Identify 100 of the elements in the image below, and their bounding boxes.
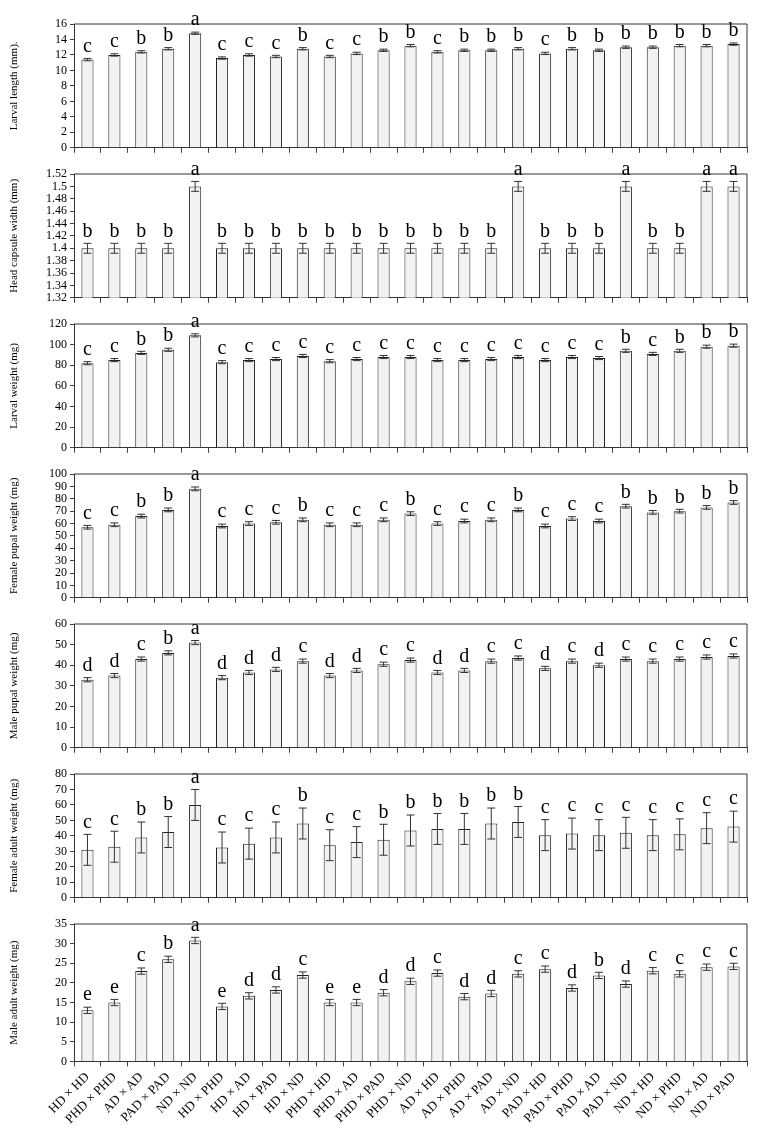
data-label: a [190, 7, 200, 30]
data-label: b [701, 480, 712, 503]
data-label: c [136, 632, 146, 655]
y-tick-label: 80 [55, 357, 67, 372]
data-label: c [702, 787, 712, 810]
data-label: c [675, 632, 685, 655]
data-label: e [109, 974, 119, 997]
data-label: c [325, 804, 335, 827]
y-axis-title: Female pupal weight (mg) [7, 477, 21, 595]
y-tick-label: 30 [55, 678, 67, 693]
data-label: b [647, 218, 658, 241]
data-label: c [621, 792, 631, 815]
data-label: c [729, 629, 739, 652]
data-label: d [217, 650, 228, 673]
data-label: c [486, 634, 496, 657]
data-label: c [432, 496, 442, 519]
data-label: b [647, 21, 658, 44]
data-label: c [271, 495, 281, 518]
data-label: c [109, 29, 119, 52]
y-tick-label: 1.48 [46, 190, 67, 205]
data-label: a [190, 912, 200, 935]
data-label: c [352, 332, 362, 355]
data-label: d [620, 956, 631, 979]
y-tick-label: 20 [55, 565, 67, 580]
y-tick-label: 0 [61, 589, 67, 604]
data-label: b [163, 218, 174, 241]
y-tick-label: 30 [55, 552, 67, 567]
data-label: c [83, 809, 93, 832]
y-tick-label: 0 [61, 139, 67, 154]
data-label: c [702, 939, 712, 962]
data-label: b [432, 788, 443, 811]
y-tick-label: 50 [55, 636, 67, 651]
data-label: b [459, 788, 470, 811]
y-axis-title: Male pupal weight (mg) [7, 632, 21, 740]
data-label: a [513, 156, 523, 179]
y-tick-label: 0 [61, 739, 67, 754]
y-tick-label: 20 [55, 419, 67, 434]
data-label: d [270, 962, 281, 985]
data-label: a [190, 309, 200, 332]
y-tick-label: 60 [55, 797, 67, 812]
data-label: e [352, 974, 362, 997]
y-tick-label: 8 [61, 78, 67, 93]
data-label: a [621, 156, 631, 179]
y-tick-label: 100 [49, 466, 67, 481]
data-label: c [540, 333, 550, 356]
data-label: c [244, 803, 254, 826]
y-tick-label: 20 [55, 975, 67, 990]
data-label: d [243, 967, 254, 990]
data-label: b [163, 931, 174, 954]
y-tick-label: 30 [55, 935, 67, 950]
data-label: c [83, 336, 93, 359]
data-label: c [83, 500, 93, 523]
data-label: c [648, 794, 658, 817]
data-label: d [109, 648, 120, 671]
data-label: c [459, 333, 469, 356]
data-label: b [243, 218, 254, 241]
data-label: c [271, 797, 281, 820]
data-label: b [513, 22, 524, 45]
data-label: b [567, 218, 578, 241]
data-label: c [567, 491, 577, 514]
data-label: c [648, 327, 658, 350]
data-label: d [405, 953, 416, 976]
data-label: c [298, 329, 308, 352]
y-tick-label: 60 [55, 616, 67, 631]
data-label: e [83, 982, 93, 1005]
y-tick-label: 20 [55, 698, 67, 713]
data-label: b [351, 218, 362, 241]
data-label: c [352, 498, 362, 521]
data-label: c [621, 632, 631, 655]
data-label: d [593, 638, 604, 661]
data-label: c [567, 330, 577, 353]
data-label: c [540, 499, 550, 522]
data-label: d [270, 642, 281, 665]
data-label: b [674, 324, 685, 347]
data-label: c [298, 634, 308, 657]
data-label: d [459, 968, 470, 991]
data-label: c [513, 330, 523, 353]
data-label: b [620, 324, 631, 347]
y-tick-label: 14 [55, 31, 67, 46]
data-label: d [243, 645, 254, 668]
y-tick-label: 10 [55, 1014, 67, 1029]
data-label: a [190, 156, 200, 179]
data-label: a [190, 764, 200, 787]
y-tick-label: 10 [55, 719, 67, 734]
data-label: b [593, 947, 604, 970]
data-label: b [620, 479, 631, 502]
data-label: b [324, 218, 335, 241]
y-tick-label: 90 [55, 478, 67, 493]
y-tick-label: 50 [55, 812, 67, 827]
y-tick-label: 25 [55, 955, 67, 970]
y-tick-label: 60 [55, 515, 67, 530]
data-label: d [324, 648, 335, 671]
data-label: b [136, 489, 147, 512]
y-tick-label: 5 [61, 1033, 67, 1048]
data-label: b [82, 218, 93, 241]
y-axis-title: Female adult weight (mg) [7, 778, 21, 893]
data-label: c [244, 333, 254, 356]
y-tick-label: 1.42 [46, 228, 67, 243]
data-label: b [513, 483, 524, 506]
y-tick-label: 12 [55, 47, 67, 62]
